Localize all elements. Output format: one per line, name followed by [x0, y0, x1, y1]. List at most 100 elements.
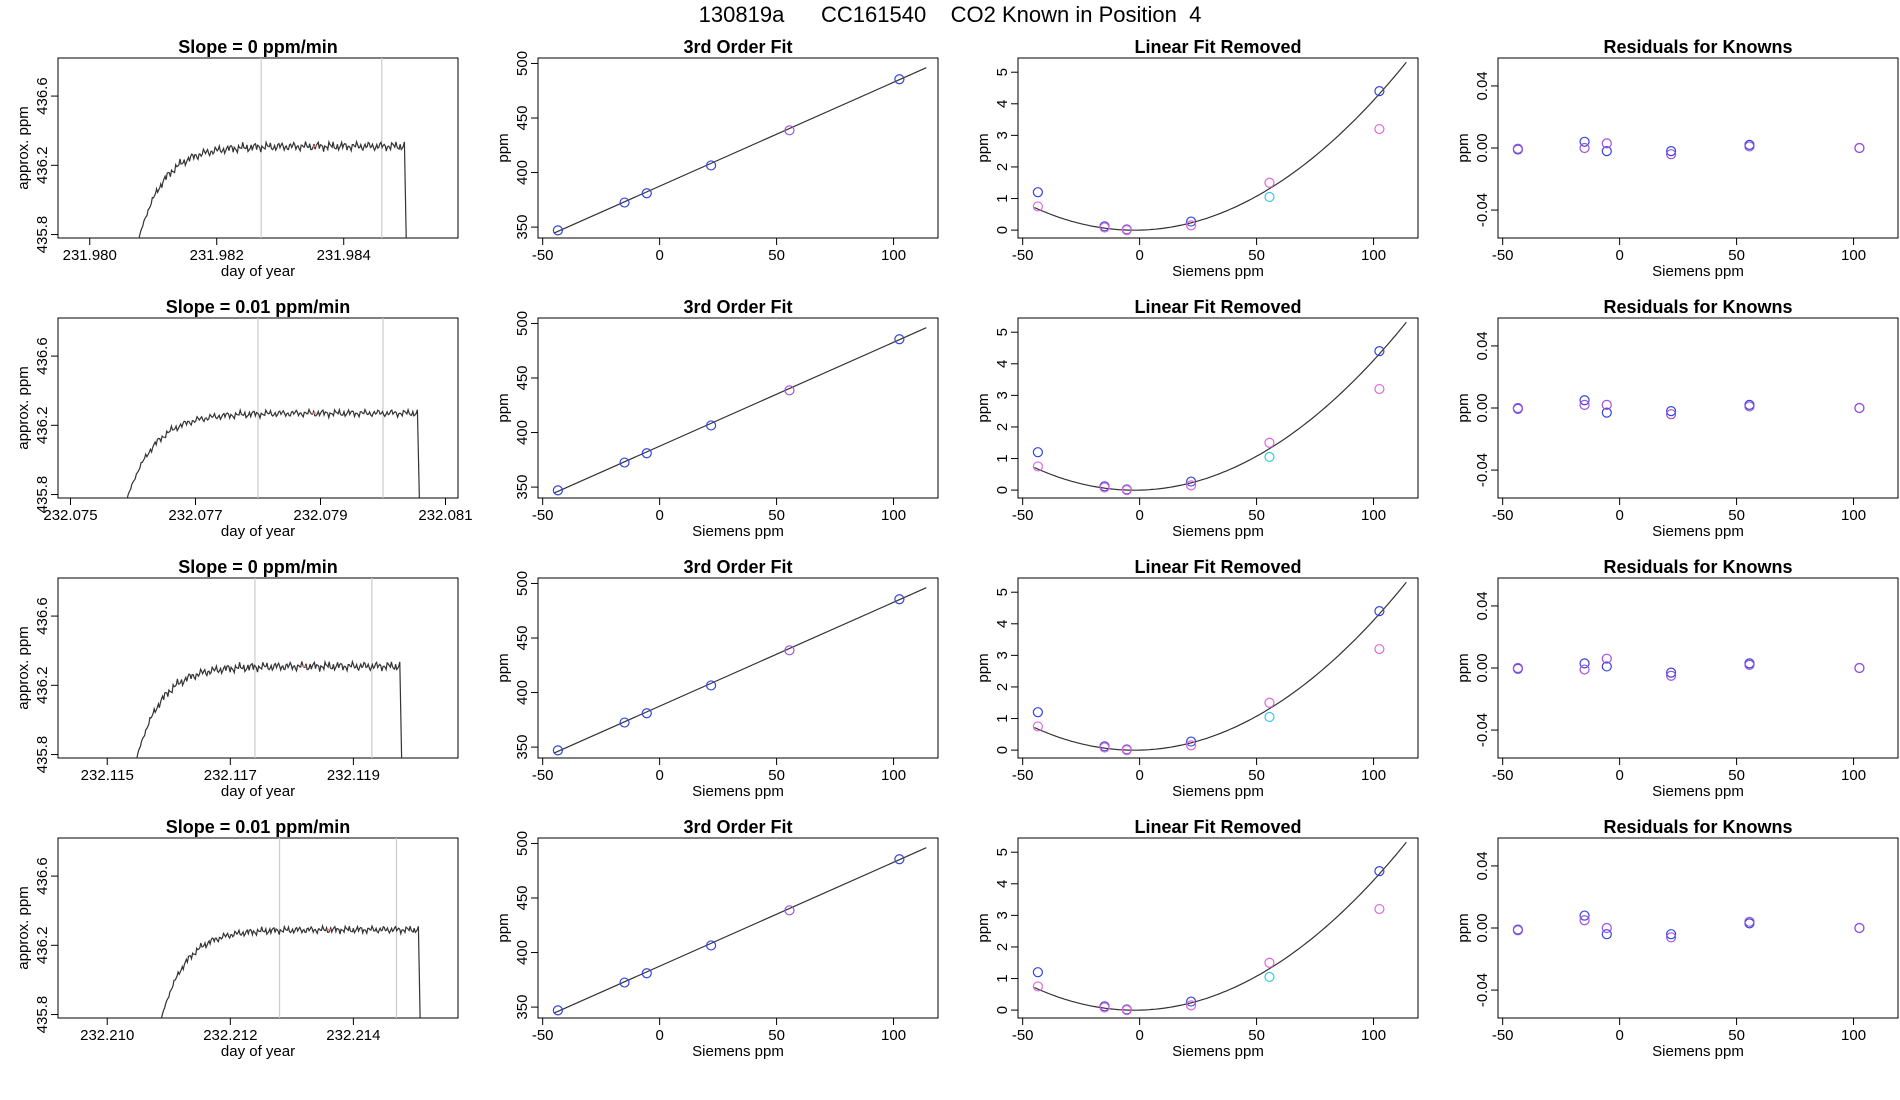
residual-point-violet	[1512, 143, 1523, 154]
panel-residuals-row1: Residuals for Knowns -50 0 50 100 -0.04 0.00 0.…	[1455, 37, 1899, 280]
data-point-magenta	[1374, 903, 1385, 915]
plot-title: Residuals for Knowns	[1603, 557, 1792, 577]
y-tick-label: 500	[514, 311, 531, 336]
y-tick-label: 500	[514, 51, 531, 76]
x-tick-label: 50	[1728, 507, 1745, 524]
y-tick-label: 0.04	[1474, 591, 1491, 620]
data-point	[641, 188, 652, 199]
residual-point-violet	[1744, 141, 1755, 152]
x-tick-label: 232.079	[293, 507, 347, 524]
plot-area	[1032, 61, 1407, 236]
x-tick-label: 100	[1361, 247, 1386, 264]
x-tick-label: -50	[1012, 507, 1034, 524]
x-tick-label: -50	[1492, 767, 1514, 784]
x-tick-label: -50	[1492, 507, 1514, 524]
timeseries-trace	[126, 407, 420, 498]
residual-point-violet	[1579, 142, 1590, 154]
y-tick-label: 435.8	[34, 736, 51, 774]
x-tick-label: 232.081	[418, 507, 472, 524]
x-tick-label: 100	[1841, 767, 1866, 784]
plot-frame	[1497, 837, 1899, 1019]
y-tick-label: 2	[994, 163, 1011, 171]
plot-area	[1032, 321, 1407, 496]
y-tick-label: 400	[514, 420, 531, 445]
data-point	[619, 977, 630, 988]
data-point	[641, 968, 652, 979]
y-tick-label: 500	[514, 571, 531, 596]
y-tick-label: 1	[994, 714, 1011, 722]
x-tick-label: 100	[1841, 507, 1866, 524]
residual-point-violet	[1601, 653, 1612, 664]
x-tick-label: 0	[655, 1027, 663, 1044]
data-point-blue	[1185, 476, 1197, 487]
data-point-magenta	[1185, 480, 1197, 491]
x-tick-label: 231.980	[63, 247, 117, 264]
fit-line	[554, 587, 927, 754]
y-tick-label: 500	[514, 831, 531, 856]
x-tick-label: 50	[768, 507, 785, 524]
y-axis-label: ppm	[975, 913, 992, 942]
panel-residuals-row4: Residuals for Knowns -50 0 50 100 -0.04 0.00 0.…	[1455, 817, 1899, 1060]
data-point-magenta	[1374, 383, 1385, 395]
data-point-blue	[1374, 606, 1385, 617]
x-tick-label: 0	[655, 247, 663, 264]
residual-point-violet	[1601, 399, 1612, 410]
x-axis-label: day of year	[221, 783, 295, 800]
y-tick-label: -0.04	[1474, 713, 1491, 747]
y-axis-label: approx. ppm	[15, 886, 32, 969]
data-point	[552, 745, 563, 756]
data-point-magenta	[1374, 643, 1385, 655]
plot-area	[552, 847, 927, 1016]
y-tick-label: 0.00	[1474, 133, 1491, 162]
y-tick-label: 435.8	[34, 216, 51, 254]
residual-point-violet	[1512, 402, 1523, 414]
plot-title: 3rd Order Fit	[683, 557, 792, 577]
y-axis-label: ppm	[495, 653, 512, 682]
x-tick-label: 100	[881, 767, 906, 784]
data-point	[784, 645, 795, 656]
y-tick-label: 350	[514, 995, 531, 1020]
y-tick-label: 436.2	[34, 147, 51, 185]
x-tick-label: -50	[532, 507, 554, 524]
plot-frame	[1017, 837, 1419, 1019]
data-point-magenta	[1185, 220, 1197, 231]
plot-area	[552, 67, 927, 236]
x-tick-label: 232.115	[81, 767, 134, 784]
y-tick-label: 436.6	[34, 77, 51, 115]
fit-line	[554, 67, 927, 234]
data-point	[705, 160, 717, 171]
plot-frame	[57, 577, 459, 759]
panel-timeseries-row4: Slope = 0.01 ppm/min 232.210 232.212 232.21…	[15, 817, 459, 1060]
plot-area	[1032, 841, 1407, 1016]
x-tick-label: -50	[1012, 1027, 1034, 1044]
x-tick-label: 50	[768, 767, 785, 784]
data-point	[705, 940, 717, 951]
residual-point-violet	[1665, 149, 1677, 160]
data-point	[552, 485, 563, 496]
y-axis-label: ppm	[1455, 653, 1472, 682]
residual-point-violet	[1854, 662, 1865, 674]
plot-area	[1512, 136, 1865, 160]
y-tick-label: 3	[994, 391, 1011, 399]
residual-point-violet	[1744, 401, 1755, 412]
residual-point-violet	[1665, 670, 1677, 681]
y-tick-label: 436.2	[34, 407, 51, 445]
y-tick-label: 4	[994, 880, 1011, 888]
y-axis-label: ppm	[495, 133, 512, 162]
x-tick-label: 232.077	[168, 507, 222, 524]
data-point-blue	[1185, 216, 1197, 227]
x-tick-label: 100	[881, 507, 906, 524]
x-axis-label: Siemens ppm	[1652, 263, 1744, 280]
panel-timeseries-row1: Slope = 0 ppm/min 231.980 231.982 231.984 43…	[15, 37, 459, 280]
y-axis-label: ppm	[1455, 133, 1472, 162]
x-tick-label: -50	[532, 1027, 554, 1044]
x-tick-label: -50	[532, 247, 554, 264]
residual-point-blue	[1579, 658, 1590, 669]
data-point-magenta	[1099, 1002, 1110, 1013]
y-tick-label: 435.8	[34, 476, 51, 514]
y-tick-label: 350	[514, 735, 531, 760]
data-point-cyan	[1264, 451, 1275, 463]
y-tick-label: 450	[514, 625, 531, 650]
plot-frame	[537, 317, 939, 499]
panel-third-order-fit-row2: 3rd Order Fit -50 0 50 100 350 400 450 500 Siemen…	[495, 297, 939, 540]
